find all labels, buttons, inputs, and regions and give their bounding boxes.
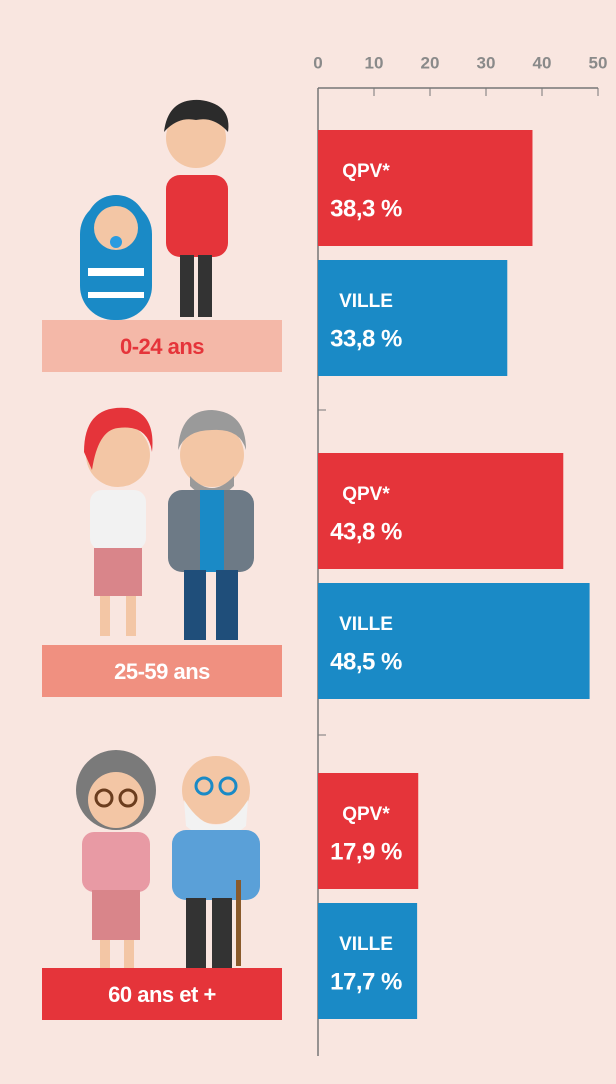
series-label: QPV* — [342, 161, 390, 182]
value-label: 43,8 % — [330, 518, 402, 545]
x-tick-label: 0 — [313, 53, 322, 72]
x-tick-label: 50 — [589, 53, 608, 72]
x-tick-label: 30 — [477, 53, 496, 72]
value-label: 48,5 % — [330, 648, 402, 675]
series-label: QPV* — [342, 804, 390, 825]
series-label: VILLE — [339, 614, 393, 635]
bar — [318, 773, 419, 889]
series-label: VILLE — [339, 291, 393, 312]
x-tick-label: 10 — [365, 53, 384, 72]
illustration — [76, 750, 260, 968]
category-box — [42, 968, 282, 1020]
bar — [318, 260, 508, 376]
illustration — [80, 99, 229, 320]
bar — [318, 903, 418, 1019]
bar — [318, 130, 533, 246]
illustration — [84, 407, 254, 640]
bar — [318, 453, 564, 569]
category-label: 0-24 ans — [120, 334, 204, 359]
bar — [318, 583, 590, 699]
value-label: 33,8 % — [330, 325, 402, 352]
value-label: 17,7 % — [330, 968, 402, 995]
value-label: 38,3 % — [330, 195, 402, 222]
category-label: 60 ans et + — [108, 982, 216, 1007]
x-tick-label: 40 — [533, 53, 552, 72]
series-label: QPV* — [342, 484, 390, 505]
series-label: VILLE — [339, 934, 393, 955]
value-label: 17,9 % — [330, 838, 402, 865]
category-label: 25-59 ans — [114, 659, 210, 684]
x-tick-label: 20 — [421, 53, 440, 72]
category-box — [42, 320, 282, 372]
category-box — [42, 645, 282, 697]
